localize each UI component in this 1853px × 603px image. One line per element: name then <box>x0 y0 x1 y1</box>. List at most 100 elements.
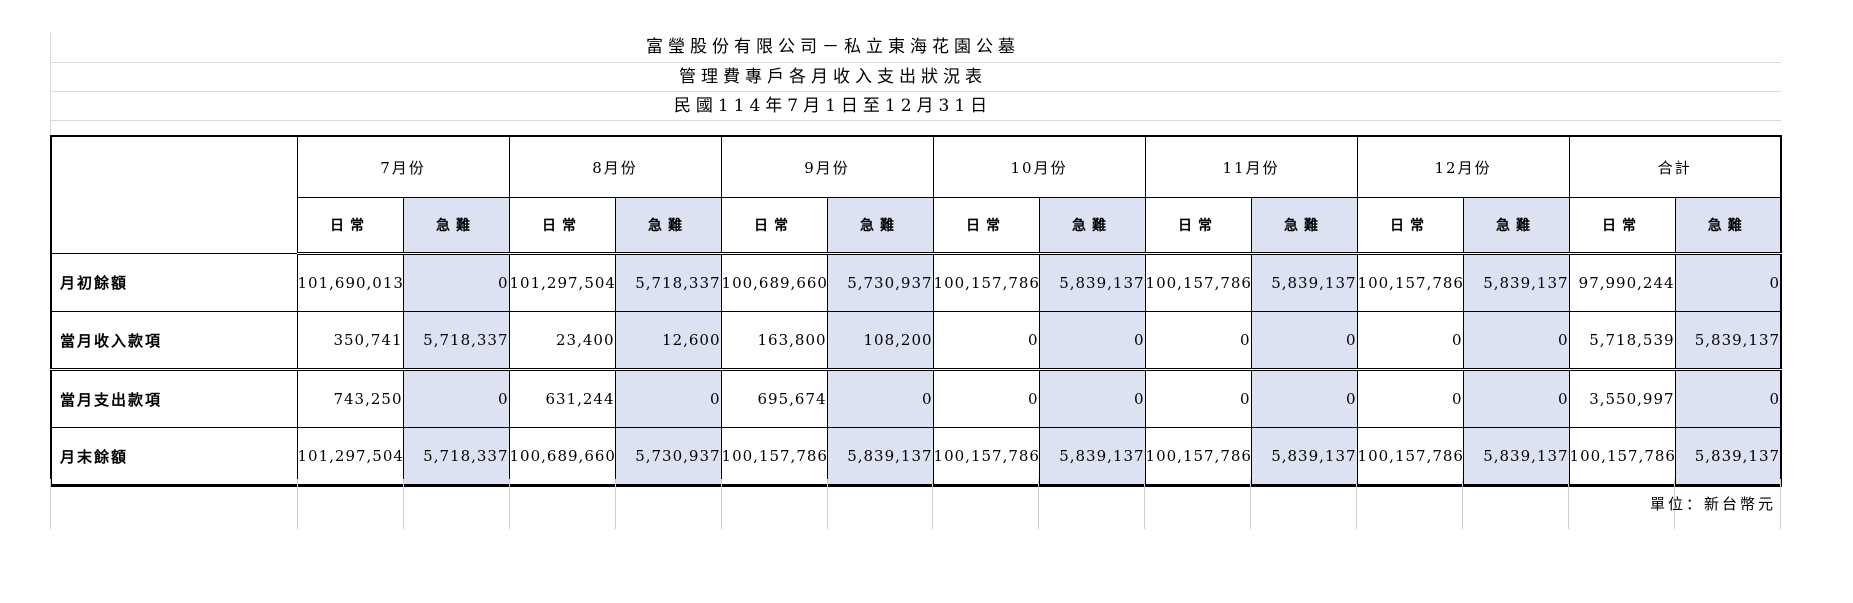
spreadsheet-gridline <box>828 479 934 529</box>
amount-cell: 5,839,137 <box>1250 427 1358 486</box>
amount-cell: 631,244 <box>508 369 616 428</box>
amount-cell: 97,990,244 <box>1568 253 1676 312</box>
amount-cell: 5,839,137 <box>1038 427 1146 486</box>
month-header: 11月份 <box>1144 135 1358 198</box>
spreadsheet-gridline <box>298 479 404 529</box>
corner-cell <box>50 135 298 254</box>
amount-cell: 0 <box>1462 311 1570 371</box>
subheader-emergency: 急難 <box>826 197 934 255</box>
spreadsheet-gridline <box>722 479 828 529</box>
amount-cell: 0 <box>402 253 510 312</box>
amount-cell: 101,690,013 <box>296 253 404 312</box>
amount-cell: 5,839,137 <box>1038 253 1146 312</box>
amount-cell: 100,157,786 <box>1144 427 1252 486</box>
spreadsheet-gridline <box>1039 479 1146 529</box>
amount-cell: 0 <box>1250 369 1358 428</box>
amount-cell: 350,741 <box>296 311 404 371</box>
amount-cell: 5,718,337 <box>402 311 510 371</box>
amount-cell: 100,689,660 <box>508 427 616 486</box>
amount-cell: 0 <box>614 369 722 428</box>
subheader-emergency: 急難 <box>1462 197 1570 255</box>
amount-cell: 0 <box>932 369 1040 428</box>
table-row-opening-balance: 月初餘額 101,690,013 0 101,297,504 5,718,337… <box>50 253 1782 312</box>
amount-cell: 0 <box>1038 311 1146 371</box>
subheader-emergency: 急難 <box>1250 197 1358 255</box>
spreadsheet-gridline <box>1569 479 1676 529</box>
amount-cell: 0 <box>1674 369 1782 428</box>
month-header: 9月份 <box>720 135 934 198</box>
amount-cell: 0 <box>1356 311 1464 371</box>
subheader-daily: 日常 <box>1356 197 1464 255</box>
subheader-emergency: 急難 <box>402 197 510 255</box>
amount-cell: 5,718,539 <box>1568 311 1676 371</box>
subheader-emergency: 急難 <box>1674 197 1782 255</box>
amount-cell: 163,800 <box>720 311 828 371</box>
amount-cell: 0 <box>1144 311 1252 371</box>
amount-cell: 108,200 <box>826 311 934 371</box>
amount-cell: 695,674 <box>720 369 828 428</box>
spreadsheet-gridline <box>51 479 298 529</box>
subheader-daily: 日常 <box>508 197 616 255</box>
amount-cell: 0 <box>1674 253 1782 312</box>
table-row-monthly-expense: 當月支出款項 743,250 0 631,244 0 695,674 0 0 0… <box>50 369 1782 428</box>
amount-cell: 23,400 <box>508 311 616 371</box>
amount-cell: 100,157,786 <box>1144 253 1252 312</box>
amount-cell: 0 <box>826 369 934 428</box>
monthly-income-expense-table: 7月份 8月份 9月份 10月份 11月份 12月份 合計 日常 急難 日常 急… <box>50 135 1783 487</box>
amount-cell: 5,839,137 <box>826 427 934 486</box>
spreadsheet-gridline <box>1463 479 1570 529</box>
spreadsheet-gridline <box>1357 479 1464 529</box>
amount-cell: 3,550,997 <box>1568 369 1676 428</box>
month-header-total: 合計 <box>1568 135 1782 198</box>
amount-cell: 0 <box>1462 369 1570 428</box>
spreadsheet-gridline <box>1675 479 1781 529</box>
amount-cell: 100,157,786 <box>932 253 1040 312</box>
amount-cell: 100,157,786 <box>932 427 1040 486</box>
amount-cell: 743,250 <box>296 369 404 428</box>
amount-cell: 5,839,137 <box>1674 427 1782 486</box>
amount-cell: 5,839,137 <box>1462 253 1570 312</box>
amount-cell: 12,600 <box>614 311 722 371</box>
amount-cell: 0 <box>1144 369 1252 428</box>
spreadsheet-gridline <box>616 479 722 529</box>
amount-cell: 0 <box>1250 311 1358 371</box>
amount-cell: 5,839,137 <box>1250 253 1358 312</box>
report-title-subject: 管理費專戶各月收入支出狀況表 <box>51 63 1781 92</box>
amount-cell: 100,157,786 <box>1568 427 1676 486</box>
report-title-period: 民國114年7月1日至12月31日 <box>51 92 1781 121</box>
spreadsheet-gridlines <box>50 479 1781 529</box>
amount-cell: 0 <box>1356 369 1464 428</box>
subheader-daily: 日常 <box>1568 197 1676 255</box>
amount-cell: 5,718,337 <box>614 253 722 312</box>
amount-cell: 100,157,786 <box>1356 253 1464 312</box>
subheader-emergency: 急難 <box>1038 197 1146 255</box>
amount-cell: 5,730,937 <box>826 253 934 312</box>
row-label: 當月支出款項 <box>50 369 298 428</box>
row-label: 當月收入款項 <box>50 311 298 371</box>
table-row-closing-balance: 月末餘額 101,297,504 5,718,337 100,689,660 5… <box>50 427 1782 486</box>
month-header: 10月份 <box>932 135 1146 198</box>
month-header: 7月份 <box>296 135 510 198</box>
report-title-block: 富瑩股份有限公司－私立東海花園公墓 管理費專戶各月收入支出狀況表 民國114年7… <box>50 33 1781 135</box>
report-title-company: 富瑩股份有限公司－私立東海花園公墓 <box>51 33 1781 63</box>
amount-cell: 100,157,786 <box>720 427 828 486</box>
subheader-emergency: 急難 <box>614 197 722 255</box>
amount-cell: 0 <box>932 311 1040 371</box>
subheader-daily: 日常 <box>932 197 1040 255</box>
amount-cell: 101,297,504 <box>508 253 616 312</box>
currency-unit-note: 單位：新台幣元 <box>1649 495 1776 513</box>
month-header: 12月份 <box>1356 135 1570 198</box>
spreadsheet-gridline <box>1251 479 1358 529</box>
subheader-daily: 日常 <box>1144 197 1252 255</box>
amount-cell: 5,839,137 <box>1674 311 1782 371</box>
amount-cell: 100,157,786 <box>1356 427 1464 486</box>
table-row-monthly-income: 當月收入款項 350,741 5,718,337 23,400 12,600 1… <box>50 311 1782 371</box>
amount-cell: 5,839,137 <box>1462 427 1570 486</box>
amount-cell: 101,297,504 <box>296 427 404 486</box>
spreadsheet-gridline <box>1145 479 1252 529</box>
spreadsheet-gridline <box>510 479 616 529</box>
month-header: 8月份 <box>508 135 722 198</box>
amount-cell: 0 <box>1038 369 1146 428</box>
amount-cell: 5,730,937 <box>614 427 722 486</box>
